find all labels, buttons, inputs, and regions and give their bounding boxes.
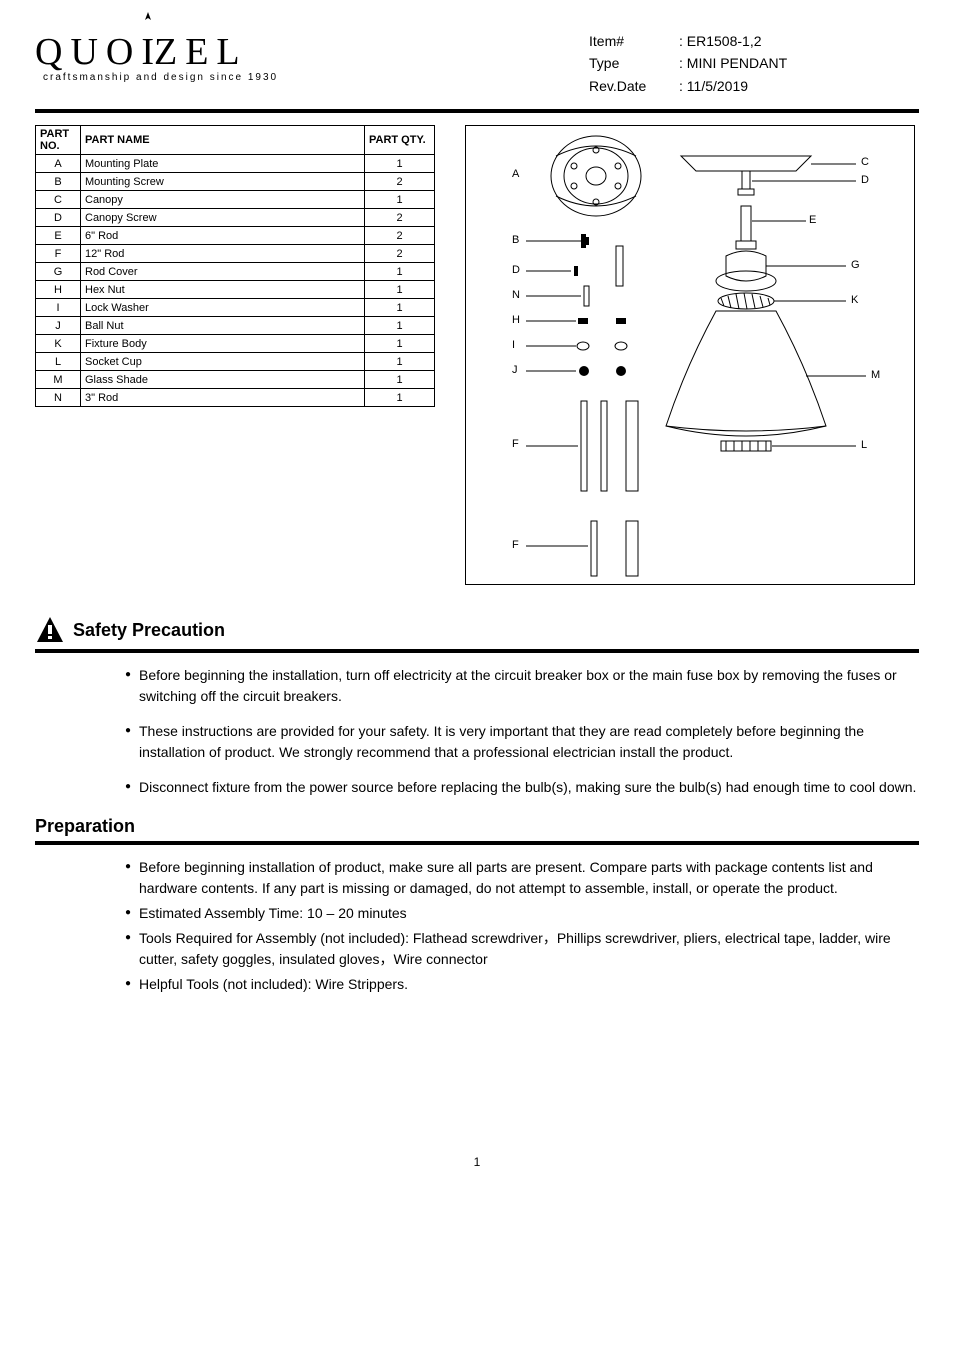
label-F: F bbox=[512, 438, 519, 450]
table-row: JBall Nut1 bbox=[36, 317, 435, 335]
col-partname: PART NAME bbox=[81, 126, 365, 155]
label-J: J bbox=[512, 364, 518, 376]
logo-block: QUOIZEL craftsmanship and design since 1… bbox=[35, 30, 278, 83]
table-row: LSocket Cup1 bbox=[36, 353, 435, 371]
item-value: ER1508-1,2 bbox=[687, 33, 762, 49]
label-M: M bbox=[871, 369, 880, 381]
safety-item: Before beginning the installation, turn … bbox=[125, 665, 919, 707]
divider bbox=[35, 649, 919, 653]
prep-item: Estimated Assembly Time: 10 – 20 minutes bbox=[125, 903, 919, 924]
safety-item: These instructions are provided for your… bbox=[125, 721, 919, 763]
item-label: Item# bbox=[589, 30, 679, 52]
col-partno: PART NO. bbox=[36, 126, 81, 155]
label-L: L bbox=[861, 439, 867, 451]
table-row: GRod Cover1 bbox=[36, 263, 435, 281]
parts-diagram: A B C D E F G H I J K L M N D F bbox=[465, 125, 915, 585]
safety-title: Safety Precaution bbox=[73, 620, 225, 641]
parts-table: PART NO. PART NAME PART QTY. AMounting P… bbox=[35, 125, 435, 407]
prep-title: Preparation bbox=[35, 816, 919, 837]
prep-item: Helpful Tools (not included): Wire Strip… bbox=[125, 974, 919, 995]
prep-list: Before beginning installation of product… bbox=[85, 857, 919, 995]
table-row: BMounting Screw2 bbox=[36, 173, 435, 191]
label-N: N bbox=[512, 289, 520, 301]
header-info: Item#: ER1508-1,2 Type: MINI PENDANT Rev… bbox=[589, 30, 919, 97]
label-I: I bbox=[512, 339, 515, 351]
label-C: C bbox=[861, 156, 869, 168]
divider bbox=[35, 841, 919, 845]
label-D: D bbox=[861, 174, 869, 186]
table-row: CCanopy1 bbox=[36, 191, 435, 209]
label-K: K bbox=[851, 294, 858, 306]
table-row: E6" Rod2 bbox=[36, 227, 435, 245]
label-D2: D bbox=[512, 264, 520, 276]
label-H: H bbox=[512, 314, 520, 326]
tagline: craftsmanship and design since 1930 bbox=[43, 72, 278, 83]
table-row: ILock Washer1 bbox=[36, 299, 435, 317]
safety-item: Disconnect fixture from the power source… bbox=[125, 777, 919, 798]
logo-part1: QUO bbox=[35, 30, 141, 74]
brand-logo: QUOIZEL bbox=[35, 30, 278, 74]
date-label: Rev.Date bbox=[589, 75, 679, 97]
col-partqty: PART QTY. bbox=[365, 126, 435, 155]
type-value: MINI PENDANT bbox=[687, 55, 787, 71]
prep-item: Tools Required for Assembly (not include… bbox=[125, 928, 919, 970]
table-header-row: PART NO. PART NAME PART QTY. bbox=[36, 126, 435, 155]
label-F2: F bbox=[512, 539, 519, 551]
table-row: AMounting Plate1 bbox=[36, 155, 435, 173]
label-G: G bbox=[851, 259, 860, 271]
label-B: B bbox=[512, 234, 519, 246]
prep-item: Before beginning installation of product… bbox=[125, 857, 919, 899]
logo-part3: ZEL bbox=[154, 30, 248, 74]
table-row: F12" Rod2 bbox=[36, 245, 435, 263]
table-row: KFixture Body1 bbox=[36, 335, 435, 353]
date-value: 11/5/2019 bbox=[687, 78, 748, 94]
table-row: MGlass Shade1 bbox=[36, 371, 435, 389]
safety-list: Before beginning the installation, turn … bbox=[85, 665, 919, 798]
divider bbox=[35, 109, 919, 113]
table-row: DCanopy Screw2 bbox=[36, 209, 435, 227]
type-label: Type bbox=[589, 52, 679, 74]
warning-icon bbox=[35, 615, 65, 645]
label-E: E bbox=[809, 214, 816, 226]
page-number: 1 bbox=[35, 1155, 919, 1169]
logo-flame-i: I bbox=[141, 30, 154, 74]
label-A: A bbox=[512, 168, 519, 180]
table-row: N3" Rod1 bbox=[36, 389, 435, 407]
table-row: HHex Nut1 bbox=[36, 281, 435, 299]
